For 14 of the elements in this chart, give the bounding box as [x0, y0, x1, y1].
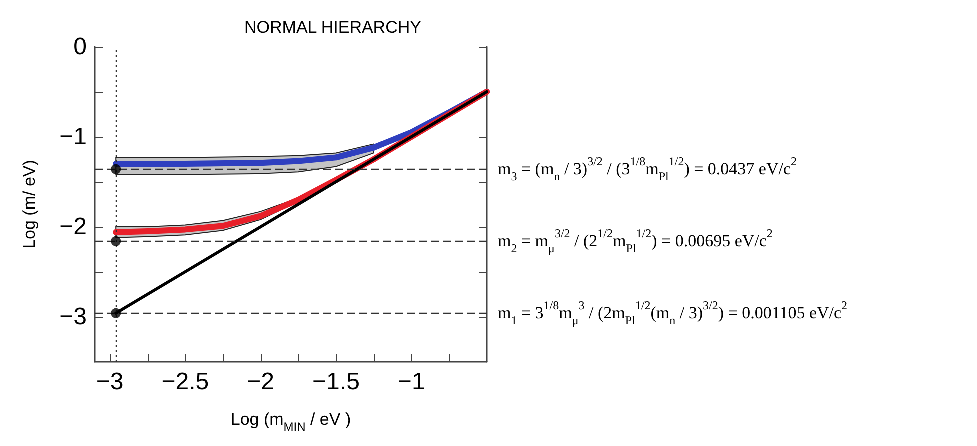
point [111, 308, 122, 318]
point [111, 236, 122, 246]
y-axis-title: Log (m/ eV) [20, 160, 39, 249]
y-tick-label: 0 [74, 34, 87, 60]
point [111, 164, 122, 174]
y-tick-label: −3 [60, 304, 87, 330]
x-tick-label: −1 [398, 368, 426, 396]
chart-title: NORMAL HIERARCHY [244, 18, 422, 37]
y-tick-label: −1 [60, 124, 87, 150]
x-tick-label: −3 [96, 368, 124, 396]
y-tick-label: −2 [60, 214, 87, 240]
x-tick-label: −1.5 [312, 368, 360, 396]
x-tick-label: −2 [247, 368, 275, 396]
x-tick-label: −2.5 [162, 368, 210, 396]
